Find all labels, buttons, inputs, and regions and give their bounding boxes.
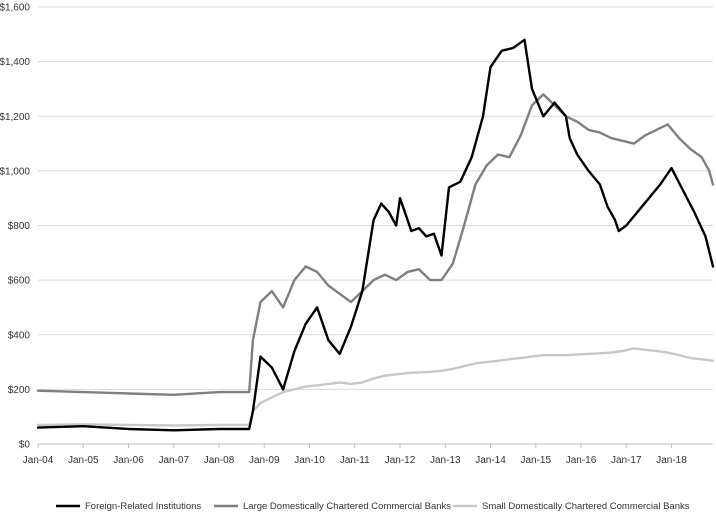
x-tick-label: Jan-08 <box>204 455 235 466</box>
series-line <box>36 347 715 427</box>
x-tick-label: Jan-16 <box>566 455 597 466</box>
y-tick-label: $1,000 <box>0 166 30 177</box>
x-tick-label: Jan-11 <box>340 455 370 466</box>
y-tick-label: $1,400 <box>0 57 30 68</box>
legend: Foreign-Related Institutions Large Domest… <box>56 501 690 512</box>
x-tick-label: Jan-07 <box>158 455 189 466</box>
series-line <box>36 93 715 396</box>
x-tick-label: Jan-18 <box>656 455 687 466</box>
legend-label: Foreign-Related Institutions <box>85 501 201 512</box>
y-tick-label: $1,200 <box>0 112 30 123</box>
y-tick-label: $600 <box>8 276 31 287</box>
y-tick-label: $1,600 <box>0 3 30 14</box>
series-line <box>36 38 715 432</box>
x-tick-label: Jan-13 <box>430 455 461 466</box>
y-tick-label: $0 <box>19 440 31 451</box>
series-lines <box>36 38 715 432</box>
x-tick-label: Jan-15 <box>520 455 551 466</box>
y-tick-label: $800 <box>8 221 31 232</box>
legend-label: Large Domestically Chartered Commercial … <box>243 501 451 512</box>
x-tick-label: Jan-05 <box>68 455 99 466</box>
y-tick-label: $200 <box>8 385 31 396</box>
x-tick-label: Jan-09 <box>249 455 280 466</box>
x-tick-label: Jan-04 <box>23 455 54 466</box>
x-tick-label: Jan-12 <box>385 455 416 466</box>
x-axis-ticks: Jan-04 Jan-05 Jan-06 Jan-07 Jan-08 Jan-09 Jan-… <box>23 444 687 466</box>
y-tick-label: $400 <box>8 330 31 341</box>
gridlines <box>38 6 713 390</box>
legend-label: Small Domestically Chartered Commercial … <box>482 501 690 512</box>
x-tick-label: Jan-17 <box>611 455 642 466</box>
x-tick-label: Jan-14 <box>475 455 506 466</box>
y-axis-ticks: $0 $200 $400 $600 $800 $1,000 $1,200 $1,400 $1,6… <box>0 3 30 451</box>
x-tick-label: Jan-10 <box>294 455 325 466</box>
x-tick-label: Jan-06 <box>113 455 144 466</box>
